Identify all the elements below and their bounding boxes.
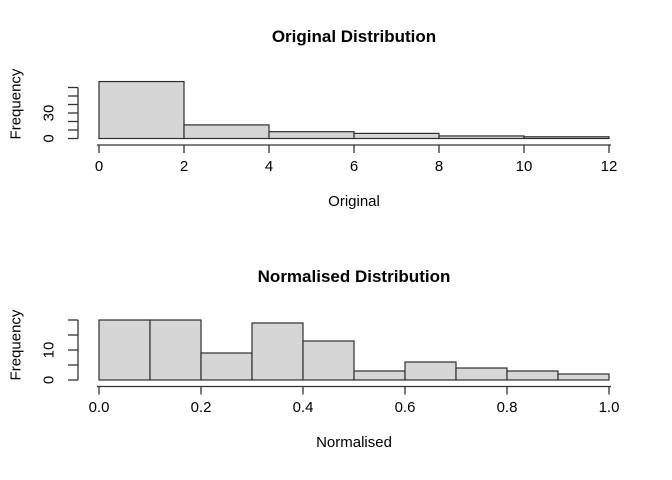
y-tick-label: 0 xyxy=(41,134,58,142)
y-axis-label-original: Frequency xyxy=(7,68,25,140)
histogram-bar xyxy=(523,136,610,140)
histogram-bar xyxy=(268,131,355,140)
histogram-bar xyxy=(149,319,202,381)
x-tick-label: 0.2 xyxy=(191,399,212,416)
x-axis-label-normalised: Normalised xyxy=(316,434,392,451)
histogram-bar xyxy=(438,135,525,140)
histogram-bar xyxy=(353,132,440,140)
x-tick-label: 8 xyxy=(435,158,443,175)
histogram-bar xyxy=(98,319,151,381)
x-tick-label: 10 xyxy=(516,158,533,175)
x-tick-label: 1.0 xyxy=(599,399,620,416)
x-tick-label: 0.8 xyxy=(497,399,518,416)
chart-title-normalised: Normalised Distribution xyxy=(257,267,451,286)
x-tick-label: 0.0 xyxy=(89,399,110,416)
histogram-bar xyxy=(557,373,610,381)
x-tick-label: 2 xyxy=(180,158,188,175)
x-tick-label: 12 xyxy=(601,158,618,175)
y-tick-label: 30 xyxy=(41,105,58,122)
histogram-bar xyxy=(404,361,457,381)
histogram-bar xyxy=(183,124,270,140)
y-tick-label: 0 xyxy=(41,376,58,384)
y-tick-label: 10 xyxy=(41,342,58,359)
histogram-bar xyxy=(98,80,185,140)
histogram-bar xyxy=(353,370,406,381)
x-axis-label-original: Original xyxy=(328,193,380,210)
histogram-bar xyxy=(455,367,508,381)
x-tick-label: 6 xyxy=(350,158,358,175)
chart-title-original: Original Distribution xyxy=(271,27,437,46)
x-tick-label: 4 xyxy=(265,158,273,175)
histogram-bar xyxy=(302,340,355,381)
x-tick-label: 0 xyxy=(95,158,103,175)
histogram-bar xyxy=(506,370,559,381)
histogram-bar xyxy=(251,322,304,381)
histogram-bar xyxy=(200,352,253,381)
x-tick-label: 0.4 xyxy=(293,399,314,416)
y-axis-label-normalised: Frequency xyxy=(7,309,25,381)
x-tick-label: 0.6 xyxy=(395,399,416,416)
